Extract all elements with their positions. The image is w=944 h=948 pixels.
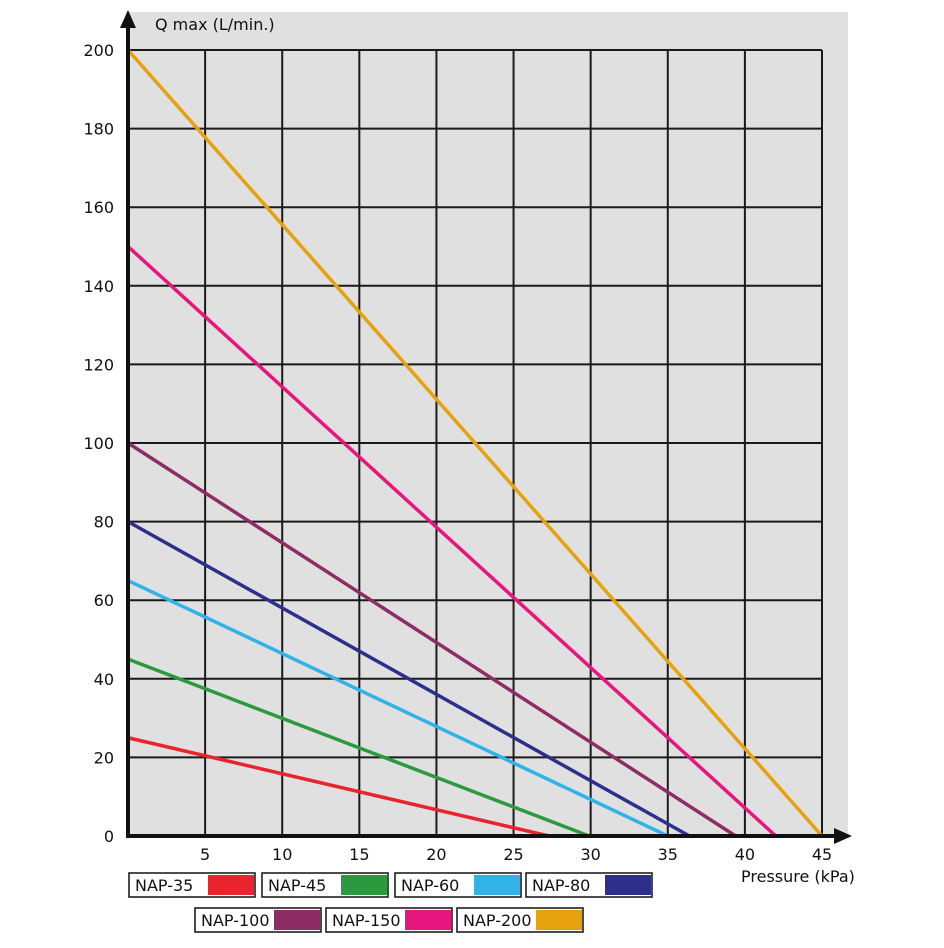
legend-item-nap-80: NAP-80	[525, 872, 653, 898]
series-line-nap-150	[126, 245, 777, 838]
legend-label: NAP-100	[201, 911, 270, 930]
legend-item-nap-45: NAP-45	[261, 872, 389, 898]
y-axis-arrow-icon	[120, 10, 136, 28]
x-tick-label: 20	[426, 845, 446, 864]
legend-label: NAP-150	[332, 911, 401, 930]
x-tick-label: 15	[349, 845, 369, 864]
y-tick-label: 160	[83, 198, 114, 217]
series-lines	[126, 48, 824, 838]
series-line-nap-100	[127, 441, 737, 838]
legend-item-nap-200: NAP-200	[456, 907, 584, 933]
legend-swatch	[605, 875, 651, 895]
y-tick-label: 100	[83, 434, 114, 453]
series-line-nap-35	[127, 736, 550, 838]
y-tick-label: 80	[94, 513, 114, 532]
series-line-nap-45	[127, 657, 590, 838]
legend-label: NAP-80	[532, 876, 590, 895]
y-tick-label: 120	[83, 355, 114, 374]
legend-label: NAP-200	[463, 911, 532, 930]
y-axis-label: Q max (L/min.)	[155, 15, 275, 34]
x-tick-label: 40	[735, 845, 755, 864]
series-line-nap-60	[127, 578, 669, 838]
legend-swatch	[536, 910, 582, 930]
legend-swatch	[405, 910, 451, 930]
legend-swatch	[474, 875, 520, 895]
legend-item-nap-100: NAP-100	[194, 907, 322, 933]
legend-label: NAP-60	[401, 876, 459, 895]
legend: NAP-35 NAP-45 NAP-60 NAP-80 NAP-100 NAP-150 NA…	[128, 872, 653, 933]
legend-swatch	[274, 910, 320, 930]
y-tick-label: 60	[94, 591, 114, 610]
x-axis-label: Pressure (kPa)	[741, 867, 855, 886]
x-tick-label: 45	[812, 845, 832, 864]
x-tick-label: 10	[272, 845, 292, 864]
y-tick-label: 20	[94, 748, 114, 767]
x-tick-label: 5	[200, 845, 210, 864]
legend-item-nap-150: NAP-150	[325, 907, 453, 933]
x-axis-arrow-icon	[834, 828, 852, 844]
x-tick-label: 30	[580, 845, 600, 864]
axes	[120, 10, 852, 844]
tick-labels: 5 10 15 20 25 30 35 40 45 0 20 40 60 80 100 120 140 160 18…	[83, 41, 832, 864]
legend-label: NAP-35	[135, 876, 193, 895]
legend-item-nap-35: NAP-35	[128, 872, 256, 898]
y-tick-label: 40	[94, 670, 114, 689]
legend-item-nap-60: NAP-60	[394, 872, 522, 898]
x-tick-label: 35	[658, 845, 678, 864]
x-tick-label: 25	[503, 845, 523, 864]
series-line-nap-200	[126, 48, 824, 838]
legend-swatch	[208, 875, 254, 895]
y-tick-label: 0	[104, 827, 114, 846]
y-tick-label: 200	[83, 41, 114, 60]
legend-swatch	[341, 875, 387, 895]
plot-area	[128, 12, 848, 836]
y-tick-label: 180	[83, 120, 114, 139]
series-line-nap-80	[127, 520, 691, 838]
legend-label: NAP-45	[268, 876, 326, 895]
y-tick-label: 140	[83, 277, 114, 296]
